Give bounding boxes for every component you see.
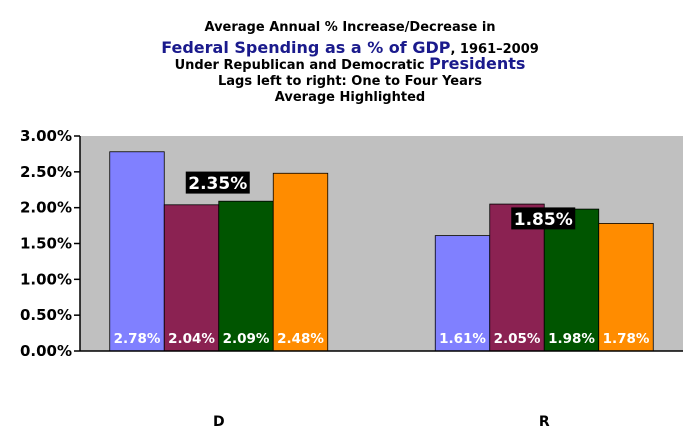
bar — [272, 172, 329, 352]
chart-title: Average Annual % Increase/Decrease in Fe… — [161, 20, 539, 105]
average-markers: 2.35% 1.85% — [185, 171, 576, 230]
title-line-2: Federal Spending as a % of GDP, 1961–200… — [161, 38, 539, 57]
x-category-label: R — [539, 414, 550, 430]
y-tick-label: 3.00% — [20, 127, 72, 145]
bar-labels: 2.78% 2.04% 2.09% 2.48% 1.61% 2.05% 1.98% 1.78% — [114, 331, 650, 347]
bar-value-label: 2.04% — [168, 331, 215, 347]
y-tick-label: 1.00% — [20, 270, 72, 288]
average-box — [185, 171, 250, 194]
bar-value-label: 2.78% — [114, 331, 161, 347]
bar — [434, 235, 491, 352]
y-tick-label: 0.00% — [20, 342, 72, 360]
bar-value-label: 1.98% — [548, 331, 595, 347]
bar — [109, 151, 165, 352]
bar-value-label: 1.61% — [439, 331, 486, 347]
bar — [218, 200, 274, 352]
title-line-3-text: Under Republican and Democratic — [175, 58, 429, 73]
bar — [163, 204, 220, 352]
average-label: 1.85% — [514, 210, 573, 230]
y-tick-label: 2.00% — [20, 199, 72, 217]
bar-value-label: 2.09% — [223, 331, 270, 347]
x-category-label: D — [213, 414, 225, 430]
title-line-3: Under Republican and Democratic Presiden… — [175, 54, 526, 73]
bars — [109, 151, 654, 352]
y-tick-label: 1.50% — [20, 235, 72, 253]
bar-value-label: 2.05% — [494, 331, 541, 347]
title-line-4: Lags left to right: One to Four Years — [218, 74, 482, 89]
bar-value-label: 2.48% — [277, 331, 324, 347]
y-tick-label: 2.50% — [20, 163, 72, 181]
title-line-5: Average Highlighted — [275, 90, 425, 105]
y-tick-label: 0.50% — [20, 306, 72, 324]
title-years: , 1961–2009 — [450, 42, 538, 57]
bar-value-label: 1.78% — [603, 331, 650, 347]
average-box — [511, 207, 576, 230]
title-emphasis: Federal Spending as a % of GDP — [161, 38, 451, 57]
average-label: 2.35% — [188, 174, 247, 194]
title-presidents: Presidents — [429, 54, 525, 73]
title-line-1: Average Annual % Increase/Decrease in — [204, 20, 495, 35]
bar — [543, 208, 600, 352]
y-axis-ticks: 3.00% 2.50% 2.00% 1.50% 1.00% 0.50% 0.00% — [20, 127, 80, 360]
bar — [598, 223, 654, 352]
